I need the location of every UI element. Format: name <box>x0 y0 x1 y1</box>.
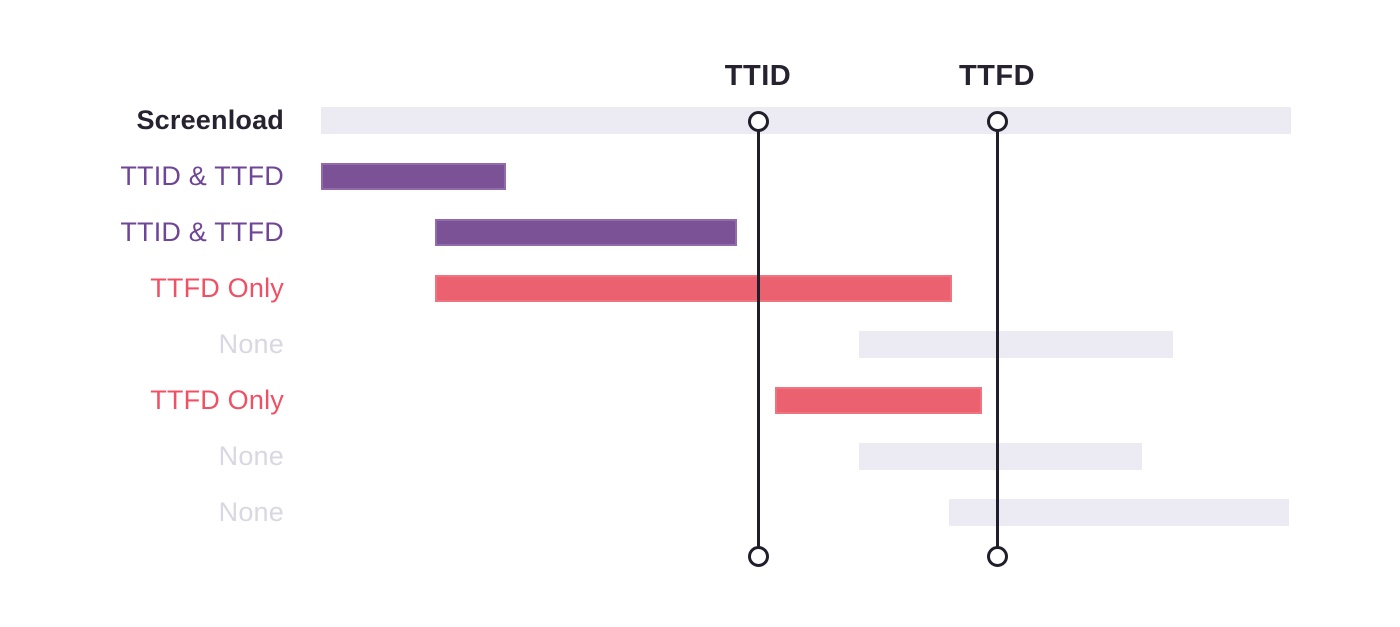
span-bar-screenload <box>321 107 1291 134</box>
span-bar-ttfd-only-1 <box>435 275 952 302</box>
marker-line-ttid <box>756 121 760 556</box>
row-label-screenload: Screenload <box>136 105 284 135</box>
marker-dot-top-ttfd <box>986 110 1008 132</box>
marker-label-ttfd: TTFD <box>958 60 1036 92</box>
span-bar-none-2 <box>859 443 1142 470</box>
row-label-none-1: None <box>218 329 284 359</box>
row-label-none-3: None <box>218 497 284 527</box>
row-label-none-2: None <box>218 441 284 471</box>
row-label-ttfd-only-1: TTFD Only <box>150 273 284 303</box>
span-bar-ttid-ttfd-1 <box>321 163 506 190</box>
span-bar-ttid-ttfd-2 <box>435 219 737 246</box>
row-label-ttid-ttfd-2: TTID & TTFD <box>120 217 284 247</box>
span-bar-none-3 <box>949 499 1289 526</box>
span-bar-ttfd-only-2 <box>775 387 982 414</box>
span-bar-none-1 <box>859 331 1173 358</box>
marker-dot-bottom-ttid <box>747 545 769 567</box>
marker-dot-top-ttid <box>747 110 769 132</box>
row-label-ttfd-only-2: TTFD Only <box>150 385 284 415</box>
marker-line-ttfd <box>995 121 999 556</box>
marker-label-ttid: TTID <box>724 60 792 92</box>
marker-dot-bottom-ttfd <box>986 545 1008 567</box>
row-label-ttid-ttfd-1: TTID & TTFD <box>120 161 284 191</box>
